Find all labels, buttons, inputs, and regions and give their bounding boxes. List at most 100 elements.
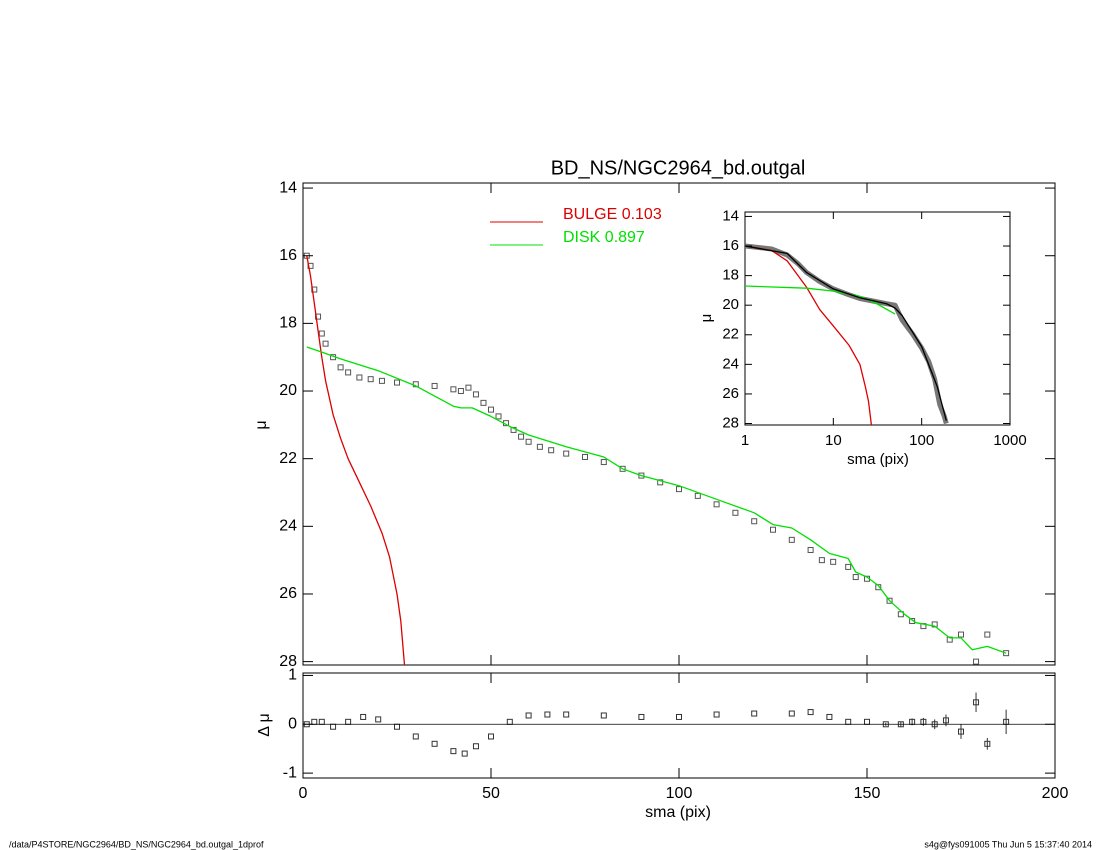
data-point [461,750,468,757]
legend-label: DISK 0.897 [563,229,645,246]
data-point [958,631,964,638]
data-point [818,557,825,564]
y-tick-label: 28 [279,653,297,670]
plot-area [745,243,949,425]
y-tick-label: 0 [288,715,297,732]
data-point [958,728,964,735]
data-point [356,374,363,381]
x-tick-label: 1 [741,432,749,449]
data-point [412,733,419,740]
data-point [984,740,991,747]
x-tick-label: 10 [825,432,842,449]
data-point [751,710,758,717]
y-tick-label: 20 [722,296,739,313]
y-tick-label: 18 [722,267,739,284]
data-point [676,713,682,720]
legend-label: BULGE 0.103 [563,206,662,223]
data-point [657,479,664,486]
data-point [480,399,487,406]
plot-area [303,692,1010,757]
data-point [830,558,837,565]
data-point [676,486,682,493]
data-point [807,709,814,716]
data-point [582,453,588,460]
data-point [973,699,980,706]
y-tick-label: 22 [722,326,739,343]
data-point [457,388,464,395]
data-point [713,501,720,508]
data-point [548,447,555,454]
data-point [807,546,814,553]
y-axis-label: Δ μ [256,713,273,736]
plot-area [303,252,1010,665]
data-point [360,713,367,720]
y-tick-label: 28 [722,414,739,431]
y-tick-label: 14 [279,179,297,196]
x-axis-label: sma (pix) [645,804,711,821]
y-axis-label: μ [253,420,270,429]
x-tick-label: 100 [666,785,693,802]
y-tick-label: 24 [279,518,297,535]
y-tick-label: 16 [279,247,297,264]
data-point [431,740,438,747]
x-tick-label: 200 [1042,785,1069,802]
data-point [465,384,472,391]
footer-left: /data/P4STORE/NGC2964/BD_NS/NGC2964_bd.o… [9,839,264,849]
plot-frame [744,211,1011,426]
data-point [450,748,457,755]
data-point [472,391,479,398]
data-point [488,406,494,413]
data-point [378,377,385,384]
data-point [713,711,720,718]
data-point [770,526,776,533]
y-tick-label: 26 [279,585,297,602]
data-point [518,433,525,440]
data-point [563,450,570,457]
data-point [375,716,382,723]
plot-frame [302,672,1056,779]
y-tick-label: 24 [722,355,739,372]
data-point [488,733,494,740]
x-tick-label: 150 [854,785,881,802]
chart-title: BD_NS/NGC2964_bd.outgal [551,157,806,179]
y-tick-label: 1 [288,667,297,684]
y-tick-label: 18 [279,315,297,332]
model-line [745,245,873,425]
data-point [431,382,438,389]
x-tick-label: 1000 [993,432,1026,449]
data-point [619,465,626,472]
footer-right: s4g@fys091005 Thu Jun 5 15:37:40 2014 [924,839,1092,849]
data-point [563,711,570,718]
y-axis-label: μ [698,314,715,323]
data-point [394,379,400,386]
data-point [788,710,795,717]
data-point [318,330,325,337]
model-line [745,245,947,421]
data-point [788,536,795,543]
data-point [638,713,645,720]
data-point [322,340,329,347]
y-tick-label: 22 [279,450,297,467]
model-line [306,255,406,665]
data-point [694,492,701,499]
data-point [942,717,949,724]
data-point [495,413,502,420]
x-tick-label: 0 [299,785,308,802]
data-point [751,518,758,525]
data-point [826,713,833,720]
data-point [732,509,739,516]
model-line [306,346,1007,654]
data-point [536,443,543,450]
x-tick-label: 50 [482,785,500,802]
data-point [337,364,344,371]
data-point [544,711,551,718]
data-point [886,597,893,604]
data-point [450,386,457,393]
data-point [845,563,852,570]
y-tick-label: 26 [722,385,739,402]
data-point [600,712,607,719]
data-point [472,743,479,750]
data-point [852,574,859,581]
y-tick-label: 14 [722,207,739,224]
